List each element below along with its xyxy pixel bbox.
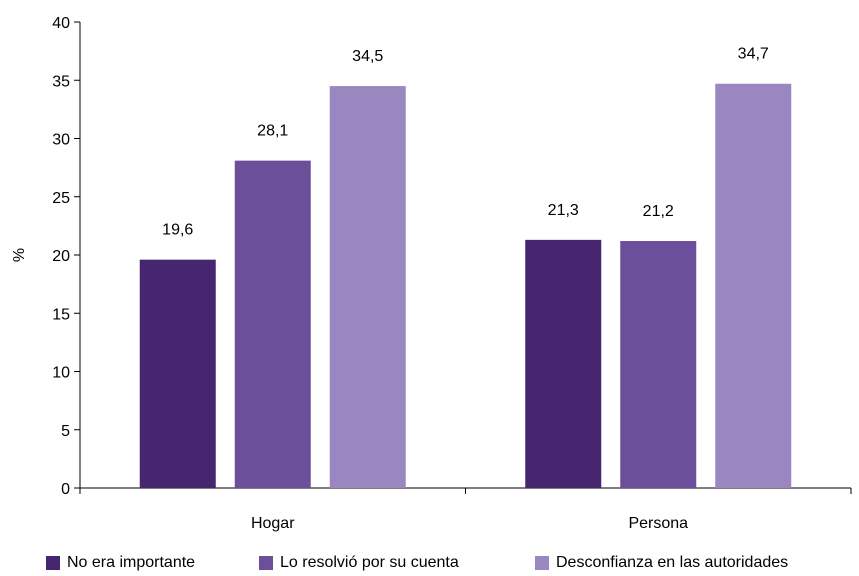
bar bbox=[234, 160, 311, 488]
legend-item-desconfianza: Desconfianza en las autoridades bbox=[535, 552, 788, 574]
bars bbox=[139, 83, 792, 489]
y-tick-label: 35 bbox=[52, 73, 70, 90]
data-labels: 19,6 28,1 34,5 21,3 21,2 34,7 bbox=[162, 46, 769, 239]
legend-item-lo-resolvio: Lo resolvió por su cuenta bbox=[259, 552, 459, 574]
y-tick-label: 40 bbox=[52, 15, 70, 32]
y-tick-label: 20 bbox=[52, 248, 70, 265]
y-tick-label: 30 bbox=[52, 132, 70, 149]
x-tick-label: Hogar bbox=[251, 515, 295, 532]
legend: No era importante Lo resolvió por su cue… bbox=[0, 552, 859, 576]
y-tick-label: 10 bbox=[52, 365, 70, 382]
bar bbox=[329, 86, 406, 488]
legend-label: Lo resolvió por su cuenta bbox=[280, 554, 459, 571]
y-tick-label: 5 bbox=[61, 423, 70, 440]
bar bbox=[139, 259, 216, 488]
bar bbox=[525, 239, 602, 488]
data-label: 21,2 bbox=[643, 203, 674, 220]
data-label: 19,6 bbox=[162, 222, 193, 239]
data-label: 34,5 bbox=[352, 48, 383, 65]
y-axis: 0 5 10 15 20 25 30 35 40 bbox=[52, 15, 81, 498]
data-label: 34,7 bbox=[738, 46, 769, 63]
legend-label: No era importante bbox=[67, 554, 196, 571]
y-axis-label: % bbox=[11, 248, 28, 262]
legend-swatch bbox=[535, 556, 549, 570]
x-axis: Hogar Persona bbox=[79, 487, 852, 532]
data-label: 21,3 bbox=[548, 202, 579, 219]
legend-swatch bbox=[46, 556, 60, 570]
legend-label: Desconfianza en las autoridades bbox=[556, 554, 789, 571]
x-tick-label: Persona bbox=[628, 515, 688, 532]
bar-chart: % 0 5 10 15 20 25 30 35 40 Hogar Persona 19,6 28,1… bbox=[11, 15, 852, 532]
y-tick-label: 0 bbox=[61, 481, 70, 498]
y-tick-label: 25 bbox=[52, 190, 70, 207]
bar bbox=[715, 83, 792, 489]
data-label: 28,1 bbox=[257, 123, 288, 140]
y-tick-label: 15 bbox=[52, 306, 70, 323]
legend-swatch bbox=[259, 556, 273, 570]
legend-item-no-era-importante: No era importante bbox=[46, 552, 195, 574]
bar bbox=[620, 241, 697, 488]
